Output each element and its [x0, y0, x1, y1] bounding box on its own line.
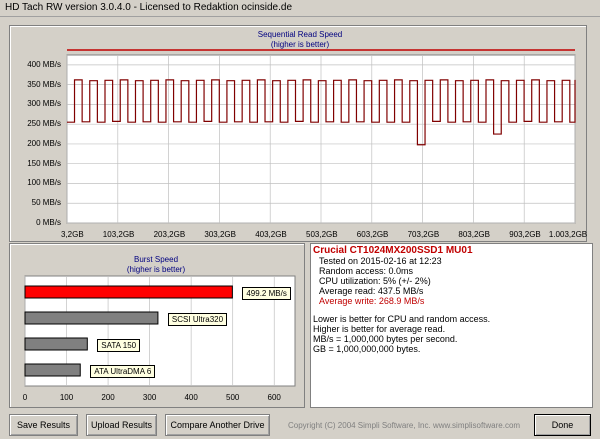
x-tick-label: 903,2GB: [509, 230, 541, 239]
burst-chart-title: Burst Speed: [133, 255, 179, 264]
average-write: Average write: 268.9 MB/s: [319, 296, 425, 306]
burst-tick-label: 0: [22, 393, 28, 402]
copyright-text: Copyright (C) 2004 Simpli Software, Inc.…: [288, 421, 521, 430]
title-bar: HD Tach RW version 3.0.4.0 - Licensed to…: [0, 0, 600, 17]
burst-bar: [24, 311, 159, 325]
note-gb: GB = 1,000,000,000 bytes.: [313, 344, 421, 354]
y-tick-label: 300 MB/s: [27, 99, 61, 109]
note-mbs: MB/s = 1,000,000 bytes per second.: [313, 334, 458, 344]
burst-tick-label: 400: [184, 393, 198, 402]
info-panel: [310, 243, 593, 408]
cpu-utilization: CPU utilization: 5% (+/- 2%): [319, 276, 431, 286]
y-tick-label: 50 MB/s: [31, 198, 61, 208]
x-tick-label: 403,2GB: [255, 230, 287, 239]
note-read: Higher is better for average read.: [313, 324, 446, 334]
upload-results-button[interactable]: Upload Results: [86, 414, 157, 436]
y-tick-label: 150 MB/s: [27, 158, 61, 168]
burst-chart-panel: [9, 243, 305, 408]
x-tick-label: 1.003,2GB: [548, 230, 588, 239]
x-tick-label: 803,2GB: [458, 230, 490, 239]
x-tick-label: 303,2GB: [204, 230, 236, 239]
read-chart-title: Sequential Read Speed: [257, 30, 343, 39]
burst-tick-label: 600: [267, 393, 281, 402]
burst-bar: [24, 337, 88, 351]
compare-drive-button[interactable]: Compare Another Drive: [165, 414, 270, 436]
x-tick-label: 703,2GB: [407, 230, 440, 239]
y-tick-label: 0 MB/s: [36, 218, 61, 227]
x-tick-label: 3,2GB: [61, 230, 84, 239]
x-tick-label: 203,2GB: [153, 230, 186, 239]
burst-bar-label: SATA 150: [97, 339, 141, 352]
x-tick-label: 503,2GB: [306, 230, 338, 239]
random-access: Random access: 0.0ms: [319, 266, 414, 276]
burst-bar-label: ATA UltraDMA 6: [90, 365, 156, 378]
average-read: Average read: 437.5 MB/s: [319, 286, 424, 296]
burst-bar: [24, 285, 233, 299]
tested-date: Tested on 2015-02-16 at 12:23: [319, 256, 442, 266]
y-tick-label: 100 MB/s: [27, 178, 61, 188]
read-chart-panel: [9, 25, 587, 242]
x-tick-label: 103,2GB: [102, 230, 135, 239]
x-tick-label: 603,2GB: [356, 230, 389, 239]
y-tick-label: 200 MB/s: [27, 138, 61, 148]
burst-chart-subtitle: (higher is better): [126, 265, 186, 274]
save-results-button[interactable]: Save Results: [9, 414, 78, 436]
burst-tick-label: 200: [101, 393, 115, 402]
drive-name: Crucial CT1024MX200SSD1 MU01: [313, 245, 473, 256]
burst-bar: [24, 363, 81, 377]
y-tick-label: 250 MB/s: [27, 119, 61, 129]
burst-bar-label: 499.2 MB/s: [242, 287, 291, 300]
done-button[interactable]: Done: [534, 414, 591, 436]
burst-tick-label: 100: [59, 393, 74, 402]
note-cpu: Lower is better for CPU and random acces…: [313, 314, 491, 324]
burst-tick-label: 500: [226, 393, 240, 402]
burst-tick-label: 300: [142, 393, 157, 402]
read-line: [67, 79, 576, 146]
y-tick-label: 350 MB/s: [27, 79, 61, 89]
burst-bar-label: SCSI Ultra320: [167, 313, 228, 326]
y-tick-label: 400 MB/s: [27, 59, 61, 69]
read-chart-subtitle: (higher is better): [270, 40, 330, 49]
window-title: HD Tach RW version 3.0.4.0 - Licensed to…: [5, 2, 293, 13]
